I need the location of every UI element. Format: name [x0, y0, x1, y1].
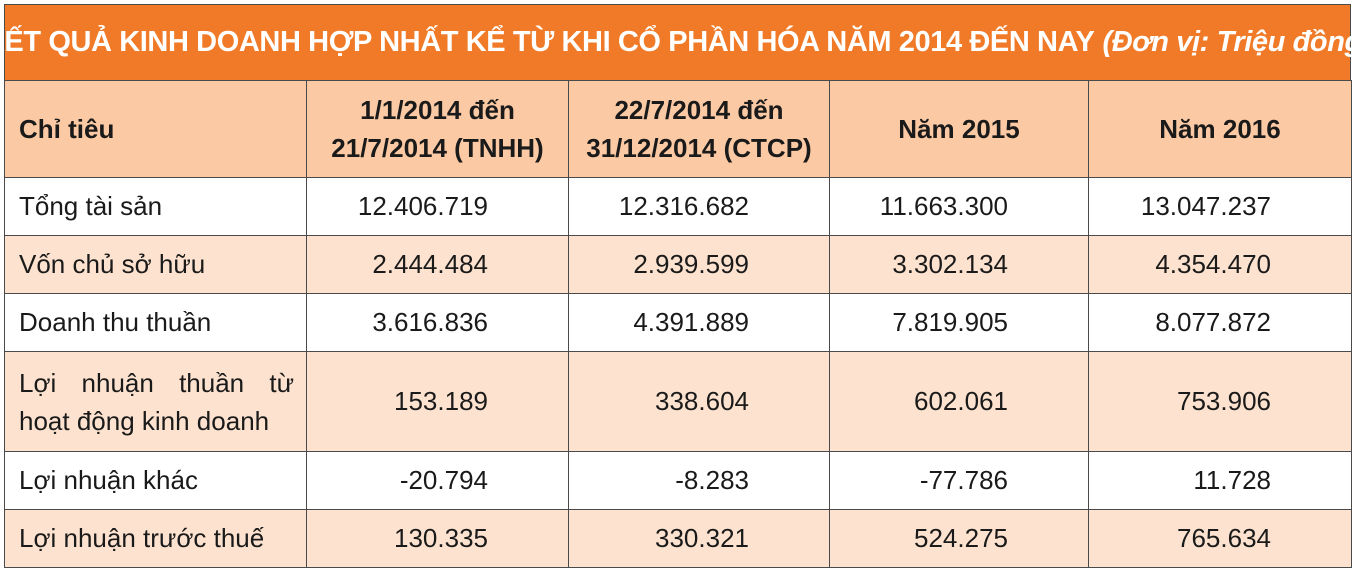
cell-value: 602.061	[829, 351, 1089, 452]
cell-value: 338.604	[568, 351, 830, 452]
row-label: Lợi nhuận thuần từ hoạt động kinh doanh	[4, 351, 307, 452]
table-row: Lợi nhuận thuần từ hoạt động kinh doanh …	[4, 351, 1352, 452]
cell-value: 2.939.599	[568, 235, 830, 294]
results-table-container: KẾT QUẢ KINH DOANH HỢP NHẤT KỂ TỪ KHI CỔ…	[0, 4, 1357, 568]
title-text: KẾT QUẢ KINH DOANH HỢP NHẤT KỂ TỪ KHI CỔ…	[0, 26, 1095, 58]
row-label: Tổng tài sản	[4, 177, 307, 236]
cell-value: 765.634	[1088, 509, 1352, 568]
cell-value: 3.302.134	[829, 235, 1089, 294]
cell-value: 12.316.682	[568, 177, 830, 236]
title-unit: (Đơn vị: Triệu đồng)	[1102, 26, 1357, 58]
cell-value: 8.077.872	[1088, 293, 1352, 352]
table-row: Vốn chủ sở hữu 2.444.484 2.939.599 3.302…	[4, 235, 1352, 294]
cell-value: -20.794	[306, 451, 569, 510]
cell-value: 524.275	[829, 509, 1089, 568]
header-indicator: Chỉ tiêu	[4, 80, 307, 178]
cell-value: 330.321	[568, 509, 830, 568]
header-period-tnhh: 1/1/2014 đến 21/7/2014 (TNHH)	[306, 80, 569, 178]
cell-value: -77.786	[829, 451, 1089, 510]
table-title: KẾT QUẢ KINH DOANH HỢP NHẤT KỂ TỪ KHI CỔ…	[0, 4, 1357, 80]
cell-value: 2.444.484	[306, 235, 569, 294]
header-period-ctcp: 22/7/2014 đến 31/12/2014 (CTCP)	[568, 80, 830, 178]
table-row: Tổng tài sản 12.406.719 12.316.682 11.66…	[4, 177, 1352, 236]
cell-value: 153.189	[306, 351, 569, 452]
row-label: Doanh thu thuần	[4, 293, 307, 352]
row-label: Lợi nhuận trước thuế	[4, 509, 307, 568]
header-year-2016: Năm 2016	[1088, 80, 1352, 178]
row-label: Vốn chủ sở hữu	[4, 235, 307, 294]
header-row: Chỉ tiêu 1/1/2014 đến 21/7/2014 (TNHH) 22…	[4, 80, 1352, 178]
cell-value: 130.335	[306, 509, 569, 568]
cell-value: 4.391.889	[568, 293, 830, 352]
cell-value: 12.406.719	[306, 177, 569, 236]
results-table: Chỉ tiêu 1/1/2014 đến 21/7/2014 (TNHH) 22…	[4, 80, 1352, 568]
table-row: Lợi nhuận trước thuế 130.335 330.321 524…	[4, 509, 1352, 568]
cell-value: 11.663.300	[829, 177, 1089, 236]
table-row: Lợi nhuận khác -20.794 -8.283 -77.786 11…	[4, 451, 1352, 510]
cell-value: 7.819.905	[829, 293, 1089, 352]
cell-value: 3.616.836	[306, 293, 569, 352]
row-label: Lợi nhuận khác	[4, 451, 307, 510]
cell-value: -8.283	[568, 451, 830, 510]
table-row: Doanh thu thuần 3.616.836 4.391.889 7.81…	[4, 293, 1352, 352]
cell-value: 13.047.237	[1088, 177, 1352, 236]
cell-value: 4.354.470	[1088, 235, 1352, 294]
cell-value: 753.906	[1088, 351, 1352, 452]
header-year-2015: Năm 2015	[829, 80, 1089, 178]
cell-value: 11.728	[1088, 451, 1352, 510]
